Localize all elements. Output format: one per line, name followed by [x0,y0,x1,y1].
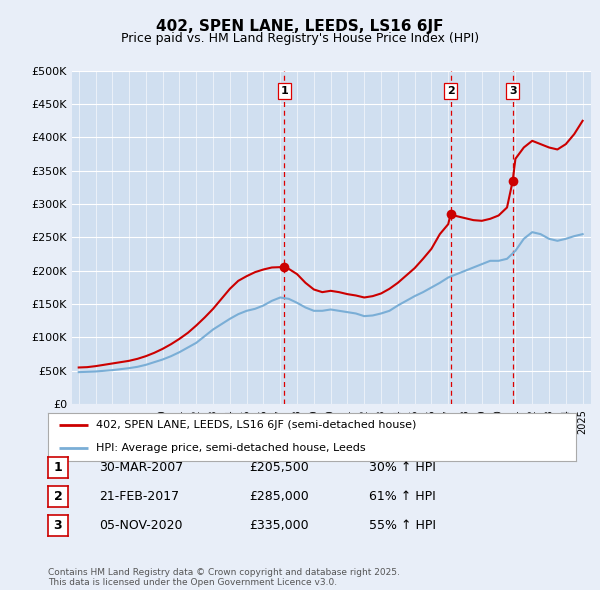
Text: Contains HM Land Registry data © Crown copyright and database right 2025.
This d: Contains HM Land Registry data © Crown c… [48,568,400,587]
Text: 61% ↑ HPI: 61% ↑ HPI [369,490,436,503]
Text: 21-FEB-2017: 21-FEB-2017 [99,490,179,503]
Text: 30-MAR-2007: 30-MAR-2007 [99,461,183,474]
Text: 30% ↑ HPI: 30% ↑ HPI [369,461,436,474]
Text: Price paid vs. HM Land Registry's House Price Index (HPI): Price paid vs. HM Land Registry's House … [121,32,479,45]
Text: 2: 2 [447,86,454,96]
Text: £285,000: £285,000 [249,490,309,503]
Text: 55% ↑ HPI: 55% ↑ HPI [369,519,436,532]
Text: £205,500: £205,500 [249,461,309,474]
Text: 3: 3 [53,519,62,532]
Text: HPI: Average price, semi-detached house, Leeds: HPI: Average price, semi-detached house,… [95,443,365,453]
Text: 1: 1 [280,86,288,96]
Text: 3: 3 [509,86,517,96]
Text: £335,000: £335,000 [249,519,308,532]
Text: 402, SPEN LANE, LEEDS, LS16 6JF: 402, SPEN LANE, LEEDS, LS16 6JF [156,19,444,34]
Text: 402, SPEN LANE, LEEDS, LS16 6JF (semi-detached house): 402, SPEN LANE, LEEDS, LS16 6JF (semi-de… [95,420,416,430]
Text: 2: 2 [53,490,62,503]
Text: 1: 1 [53,461,62,474]
Text: 05-NOV-2020: 05-NOV-2020 [99,519,182,532]
